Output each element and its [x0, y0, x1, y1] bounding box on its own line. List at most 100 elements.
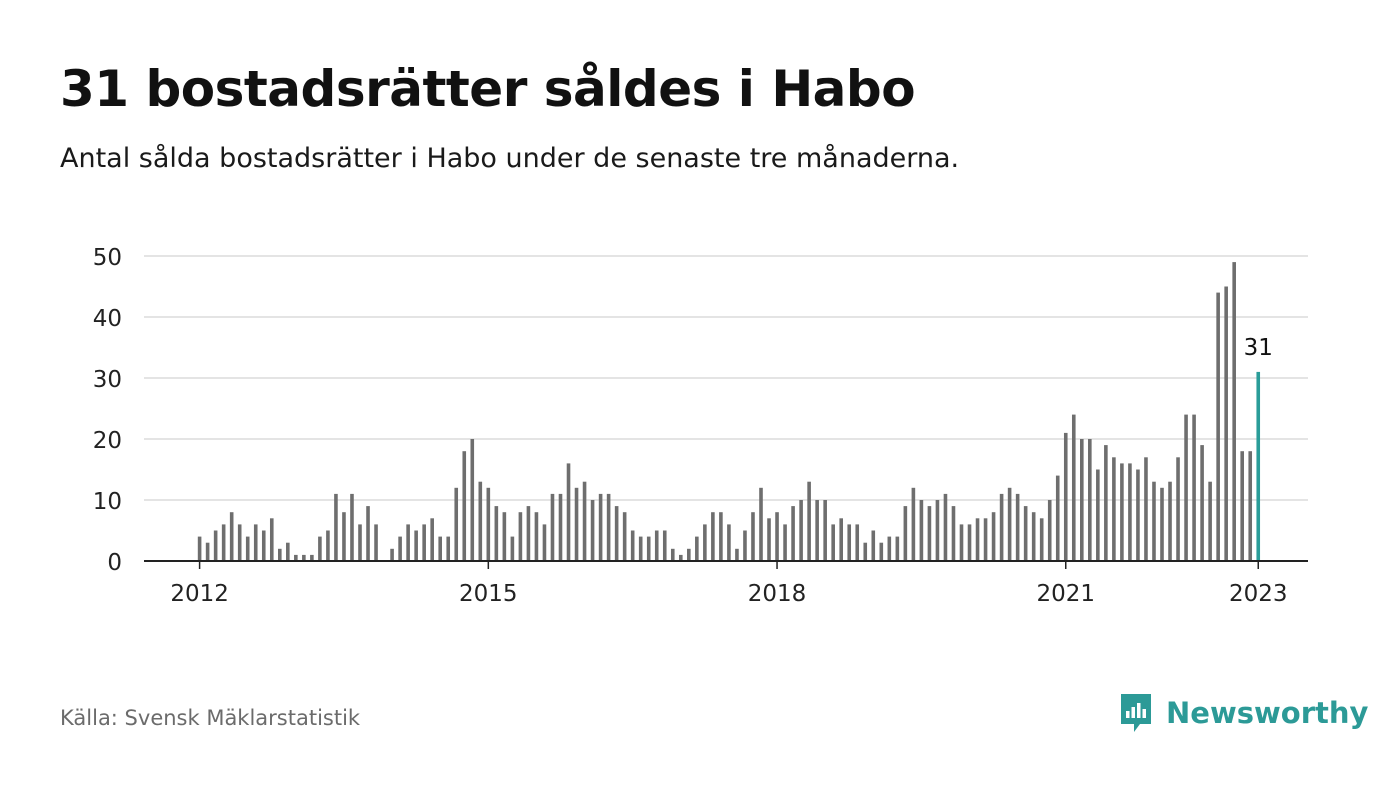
bar [494, 506, 499, 561]
bar [430, 518, 434, 561]
data-label-latest: 31 [1244, 335, 1273, 361]
bar [823, 500, 827, 561]
bar [967, 524, 972, 561]
bar [261, 530, 266, 561]
bar [943, 493, 948, 561]
bar [911, 487, 916, 561]
x-tick-label: 2023 [1229, 581, 1288, 607]
bar [975, 518, 980, 561]
y-tick-label: 20 [93, 428, 122, 454]
bar [887, 536, 892, 561]
bar [221, 524, 226, 561]
bar [518, 512, 523, 561]
bar [253, 524, 258, 561]
bar [390, 548, 394, 561]
bar [542, 524, 547, 561]
bar [326, 530, 330, 561]
bar [414, 530, 418, 561]
bar [1232, 262, 1236, 561]
bar [582, 481, 587, 561]
bar [1104, 445, 1108, 561]
bar [622, 512, 627, 561]
bar [1128, 463, 1132, 561]
bar [1088, 439, 1092, 561]
bar [1208, 481, 1212, 561]
bar [847, 524, 852, 561]
bar [286, 542, 290, 561]
bar [358, 524, 362, 561]
brand-logo[interactable]: Newsworthy [1118, 690, 1368, 736]
bar [558, 493, 563, 561]
bar [1071, 414, 1076, 561]
bar [614, 506, 619, 561]
bar [1063, 432, 1068, 561]
bar [1240, 451, 1244, 561]
bar [398, 536, 402, 561]
bar [991, 512, 996, 561]
bar [895, 536, 900, 561]
bar [470, 439, 475, 561]
bar [759, 487, 763, 561]
y-axis-ticks: 0 10 20 30 40 50 [93, 245, 122, 576]
bar [630, 530, 635, 561]
bar [510, 536, 515, 561]
bar [1096, 469, 1100, 561]
bar [951, 506, 956, 561]
y-tick-label: 50 [93, 245, 122, 271]
bar [654, 530, 659, 561]
bar [703, 524, 707, 561]
bar [598, 493, 603, 561]
bar [245, 536, 250, 561]
bar [863, 542, 868, 561]
y-tick-label: 30 [93, 367, 122, 393]
bar [1136, 469, 1140, 561]
bar [662, 530, 667, 561]
bar [839, 518, 843, 561]
bar [999, 493, 1004, 561]
chart-subtitle: Antal sålda bostadsrätter i Habo under d… [60, 143, 960, 174]
bar [1007, 487, 1012, 561]
bar [502, 512, 507, 561]
bar [855, 524, 860, 561]
bar [478, 481, 483, 561]
bar [278, 548, 282, 561]
bar [1112, 457, 1116, 561]
bar [237, 524, 242, 561]
bar [783, 524, 787, 561]
bar [294, 554, 298, 561]
bar [1031, 512, 1036, 561]
brand-name: Newsworthy [1166, 696, 1369, 730]
bar [1120, 463, 1124, 561]
bar [903, 506, 908, 561]
x-axis: 2012 2015 2018 2021 2023 [144, 560, 1308, 607]
bar [879, 542, 884, 561]
bar [1192, 414, 1196, 561]
bar [438, 536, 442, 561]
bar [550, 493, 555, 561]
bar [687, 548, 691, 561]
bar [197, 536, 202, 561]
bar [1184, 414, 1188, 561]
bar [366, 506, 370, 561]
bar [526, 506, 531, 561]
bar [229, 512, 234, 561]
bar [574, 487, 579, 561]
bar [735, 548, 739, 561]
bar [719, 512, 723, 561]
bar [566, 463, 571, 561]
bar [807, 481, 811, 561]
bar [342, 512, 346, 561]
bar [310, 554, 314, 561]
data-labels: 31 [1244, 335, 1273, 361]
bar [1023, 506, 1028, 561]
x-tick-label: 2015 [459, 581, 518, 607]
bar [446, 536, 451, 561]
x-tick-label: 2021 [1036, 581, 1095, 607]
bar [1224, 286, 1228, 561]
bar [638, 536, 643, 561]
bar [1200, 445, 1204, 561]
bar [486, 487, 491, 561]
bar [205, 542, 210, 561]
bar [1176, 457, 1180, 561]
bar [1216, 292, 1220, 561]
